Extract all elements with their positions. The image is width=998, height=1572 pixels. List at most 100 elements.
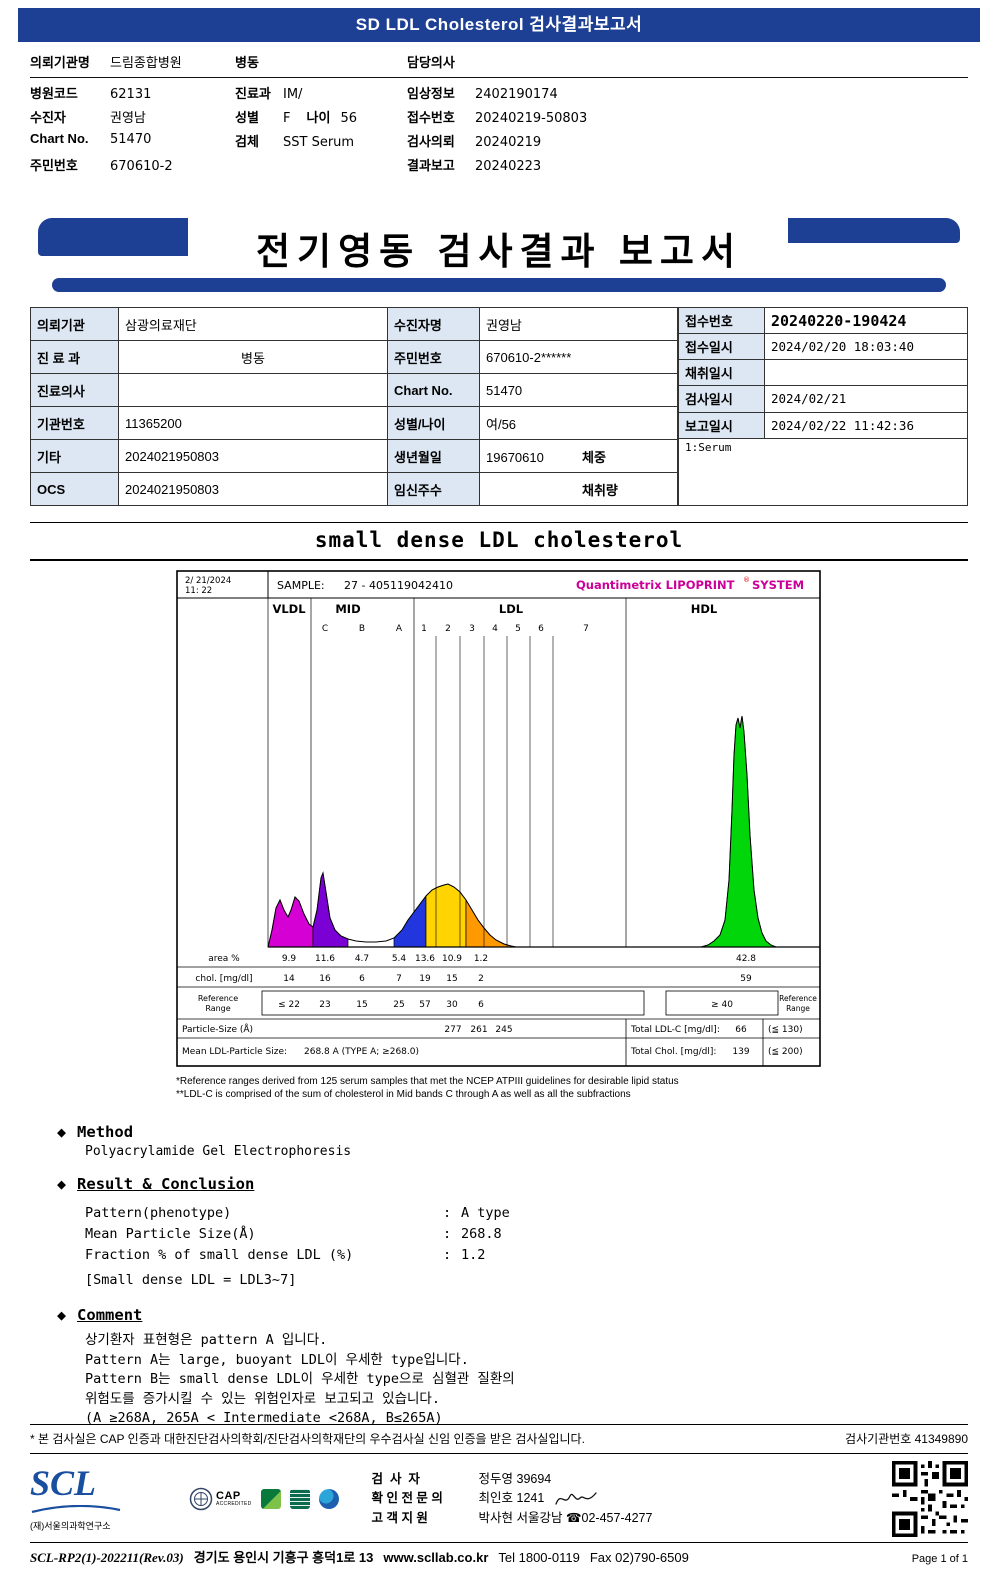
examiner-row: 검 사 자 정두영 39694 [372,1470,653,1489]
field-value: 2024/02/21 [764,385,968,413]
lane-label-7: 7 [583,624,589,634]
field-label: 접수번호 [407,110,455,125]
ref-value: 15 [356,1000,367,1010]
particle-size-value: 261 [470,1025,487,1035]
field-label: Chart No. [30,131,89,146]
signature-icon [555,1492,597,1505]
divider [30,1424,968,1425]
particle-size-value: 245 [495,1025,512,1035]
densitometry-outline [267,715,820,948]
sample-amount-label: 채취량 [582,482,618,498]
chol-value: 14 [283,974,295,984]
lane-label-b: B [359,624,365,634]
field: 담당의사 [407,52,968,71]
particle-size-value: 277 [444,1025,461,1035]
field-value: 20240219 [475,135,542,150]
row-label-reference-1: Reference [198,994,238,1003]
banner-bar-top-left [38,218,188,256]
accreditation-logo-1 [260,1489,281,1509]
field: 병동 [235,52,407,71]
comment-line: (A ≥268A, 265A < Intermediate <268A, B≤2… [85,1410,443,1427]
lane-label-1: 1 [421,624,427,634]
field-label: 임신주수 [387,472,480,506]
result-item-name: Mean Particle Size(Å) [85,1225,256,1242]
reviewer-label: 확 인 전 문 의 [371,1491,443,1506]
band-lane-labels: C B A 1 2 3 4 5 6 7 [322,624,589,634]
qr-code [892,1461,968,1537]
area-value: 10.9 [442,954,462,964]
page-number: Page 1 of 1 [911,1553,968,1565]
scl-logo-subtext: (재)서울의과학연구소 [30,1521,111,1532]
result-item-value: A type [461,1205,510,1221]
scl-logo: SCL (재)서울의과학연구소 [30,1462,180,1532]
table-row: 접수일시 2024/02/20 18:03:40 [678,333,968,361]
field-label: 주민번호 [30,158,78,173]
banner-title: 전기영동 검사결과 보고서 [256,231,742,272]
field-value: 여/56 [479,406,678,440]
field-value: SST Serum [283,135,355,150]
field-label: 채취일시 [678,359,765,387]
total-ldl-label: Total LDL-C [mg/dl]: [630,1025,720,1035]
chol-value: 19 [419,974,431,984]
area-value: 9.9 [282,954,297,964]
result-heading-row: ◆ Result & Conclusion [57,1175,958,1193]
field-value: 51470 [110,132,152,147]
scl-logo-text: SCL [30,1462,97,1503]
ref-value: ≤ 22 [278,1000,300,1010]
reviewer-row: 확 인 전 문 의 최인호 1241 [372,1489,653,1509]
divider [30,1542,968,1543]
field-value: F [283,111,291,126]
total-ldl-value: 66 [735,1025,747,1035]
table-row: 검사일시 2024/02/21 [678,385,968,413]
field-label: Chart No. [387,373,480,407]
chart-footnote-2: **LDL-C is comprised of the sum of chole… [176,1089,631,1100]
total-ldl-ref: (≦ 130) [768,1025,803,1035]
field-value: 2024/02/20 18:03:40 [764,333,968,361]
band-group-headers: VLDL MID LDL HDL [272,602,717,616]
table-row: 기타 2024021950803 생년월일 19670610 체중 [30,439,678,473]
result-item-name: Pattern(phenotype) [85,1205,232,1221]
table-row: 접수번호 20240220-190424 [678,306,968,335]
field-value: 2402190174 [475,87,558,102]
field-value: 19670610 체중 [479,439,678,473]
lipoprint-gel-chart: 2/ 21/2024 11: 22 SAMPLE: 27 - 405119042… [176,570,821,1067]
chol-value: 7 [396,974,402,984]
comment-heading: Comment [77,1306,143,1325]
field: 성별 F 나이 56 [235,107,407,126]
certification-statement: * 본 검사실은 CAP 인증과 대한진단검사의학회/진단검사의학재단의 우수검… [30,1432,585,1446]
colon: : [443,1225,452,1242]
lane-label-2: 2 [445,624,451,634]
brand-name: Quantimetrix LIPOPRINT [576,578,735,592]
reviewer-value: 최인호 1241 [478,1491,545,1506]
ref-value: 57 [419,1000,430,1010]
field-label: 수진자 [30,110,66,125]
field-label: 기타 [30,439,119,473]
area-value: 4.7 [355,954,369,964]
field-label: 검사일시 [678,385,765,413]
field-label: 의뢰기관 [30,307,119,341]
birthdate-value: 19670610 [486,449,544,465]
area-value: 11.6 [315,954,335,964]
field-label: 검체 [235,134,259,149]
result-item-name: Fraction % of small dense LDL (%) [85,1246,354,1263]
banner-bar-top-right [788,218,960,243]
hdl-ref-value: ≥ 40 [711,1000,733,1010]
group-mid-label: MID [335,602,360,616]
lab-fax: Fax 02)790-6509 [589,1550,689,1565]
weight-label: 체중 [582,449,606,465]
ref-value: 6 [478,1000,484,1010]
order-info-table-left: 의뢰기관 삼광의료재단 수진자명 권영남 진 료 과 병동 주민번호 67061… [30,307,678,506]
field-value: 권영남 [479,307,678,341]
patient-info-row: 의뢰기관명 드림종합병원 병동 담당의사 [30,49,968,78]
group-vldl-label: VLDL [272,602,306,616]
lane-label-4: 4 [492,624,498,634]
accreditation-logo-3 [318,1489,339,1509]
comment-line: 상기환자 표현형은 pattern A 입니다. [85,1332,328,1349]
accession-number: 20240220-190424 [764,306,968,335]
chart-date-line2: 11: 22 [185,586,212,596]
result-heading: Result & Conclusion [77,1175,255,1193]
order-info-table-right: 접수번호 20240220-190424 접수일시 2024/02/20 18:… [678,306,968,507]
field: 임상정보 2402190174 [407,83,968,102]
field-label: 병원코드 [30,86,78,101]
banner-bar-bottom [52,278,946,292]
